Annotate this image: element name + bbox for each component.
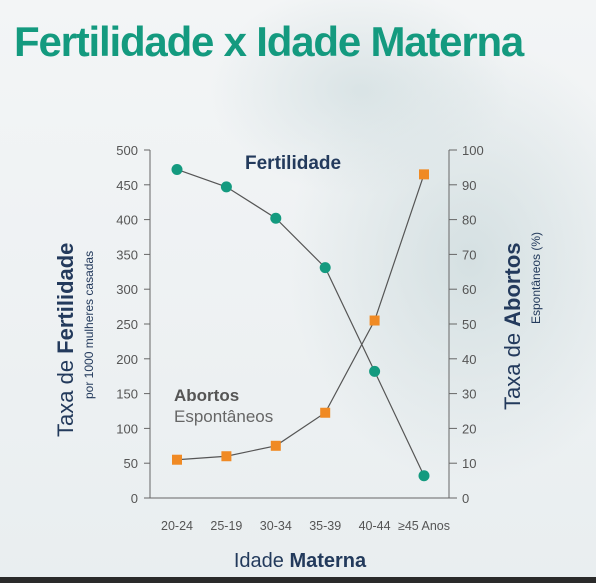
- bottom-bar: [0, 577, 596, 583]
- abortos-point: [172, 454, 182, 465]
- left-tick-label: 450: [116, 178, 138, 193]
- abortos-label-line2: Espontâneos: [174, 407, 273, 426]
- right-tick-label: 90: [462, 178, 476, 193]
- left-tick-label: 100: [116, 421, 138, 436]
- x-tick-label: 20-24: [161, 519, 193, 533]
- svg-text:Taxa de Abortos: Taxa de Abortos: [500, 243, 525, 411]
- fertilidade-point: [319, 262, 331, 274]
- right-tick-label: 30: [462, 387, 476, 402]
- right-tick-label: 20: [462, 421, 476, 436]
- right-axis-title-prefix: Taxa de: [500, 327, 525, 410]
- series-line-0: [176, 168, 425, 476]
- right-tick-label: 60: [462, 282, 476, 297]
- right-tick-label: 50: [462, 317, 476, 332]
- left-tick-label: 200: [116, 352, 138, 367]
- abortos-point: [221, 451, 232, 462]
- series-layer: [171, 163, 430, 482]
- left-tick-label: 500: [116, 143, 138, 158]
- page-title: Fertilidade x Idade Materna: [14, 18, 524, 65]
- fertilidade-point: [220, 181, 232, 193]
- left-tick-label: 300: [116, 282, 138, 297]
- right-tick-label: 0: [462, 491, 469, 506]
- x-axis-title: Idade Materna: [234, 550, 367, 572]
- right-tick-label: 80: [462, 213, 476, 228]
- abortos-point: [270, 440, 281, 451]
- svg-text:Taxa de Fertilidade: Taxa de Fertilidade: [53, 243, 78, 437]
- fertilidade-label: Fertilidade: [245, 153, 341, 174]
- left-axis-title: Taxa de Fertilidade por 1000 mulheres ca…: [53, 243, 96, 437]
- left-tick-label: 0: [131, 491, 138, 506]
- abortos-point: [320, 407, 331, 418]
- right-axis-subtitle: Espontâneos (%): [529, 232, 543, 324]
- x-tick-label: 35-39: [309, 519, 341, 533]
- x-axis-title-bold: Materna: [289, 550, 367, 572]
- left-ticks: 0 50 100 150 200 250 300 350 400 450 500: [116, 143, 150, 506]
- abortos-point: [369, 315, 380, 326]
- x-axis-title-prefix: Idade: [234, 550, 290, 572]
- left-tick-label: 50: [124, 456, 138, 471]
- fertilidade-point: [369, 365, 381, 377]
- left-tick-label: 400: [116, 213, 138, 228]
- right-axis-title-bold: Abortos: [500, 243, 525, 327]
- x-tick-label: 40-44: [359, 519, 391, 533]
- left-axis-title-bold: Fertilidade: [53, 243, 78, 354]
- x-tick-label: 30-34: [260, 519, 292, 533]
- series-line-1: [176, 174, 425, 461]
- x-tick-label: ≥45 Anos: [398, 519, 450, 533]
- right-tick-label: 10: [462, 456, 476, 471]
- left-tick-label: 250: [116, 317, 138, 332]
- right-ticks: 0 10 20 30 40 50 60 70 80 90 100: [449, 143, 484, 506]
- right-tick-label: 70: [462, 247, 476, 262]
- right-tick-label: 100: [462, 143, 484, 158]
- x-tick-label: 25-19: [210, 519, 242, 533]
- fertilidade-point: [171, 163, 183, 175]
- left-tick-label: 150: [116, 387, 138, 402]
- right-axis-title: Taxa de Abortos Espontâneos (%): [500, 232, 543, 410]
- abortos-label-line1: Abortos: [174, 386, 239, 405]
- left-tick-label: 350: [116, 247, 138, 262]
- abortos-point: [419, 169, 429, 180]
- fertilidade-point: [418, 470, 430, 482]
- left-axis-subtitle: por 1000 mulheres casadas: [82, 251, 96, 399]
- x-ticks: 20-24 25-19 30-34 35-39 40-44 ≥45 Anos: [161, 519, 450, 533]
- left-axis-title-prefix: Taxa de: [53, 354, 78, 437]
- right-tick-label: 40: [462, 352, 476, 367]
- fertilidade-point: [270, 212, 282, 224]
